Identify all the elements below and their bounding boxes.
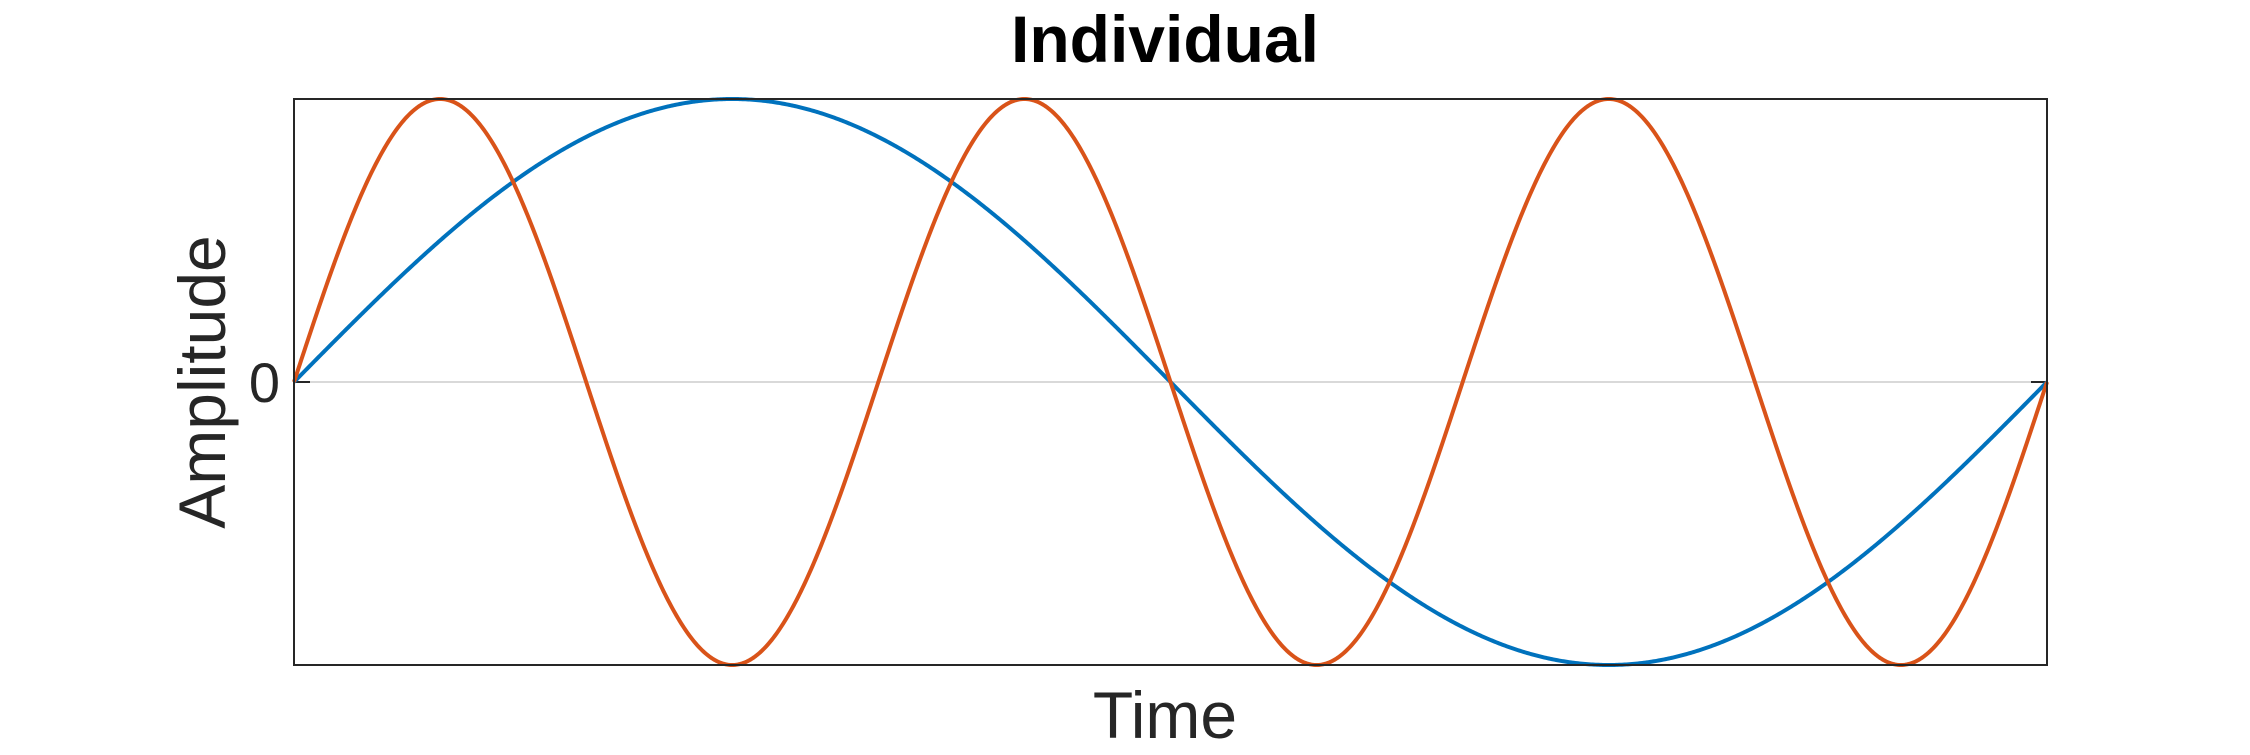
series-line-2 xyxy=(292,97,2049,667)
x-axis-label: Time xyxy=(1093,678,1237,750)
axes-frame xyxy=(293,98,2048,666)
chart-title: Individual xyxy=(1011,2,1319,76)
y-tick-label: 0 xyxy=(249,351,280,414)
plot-area: 0 xyxy=(249,97,2049,667)
y-axis-label: Amplitude xyxy=(165,235,239,529)
